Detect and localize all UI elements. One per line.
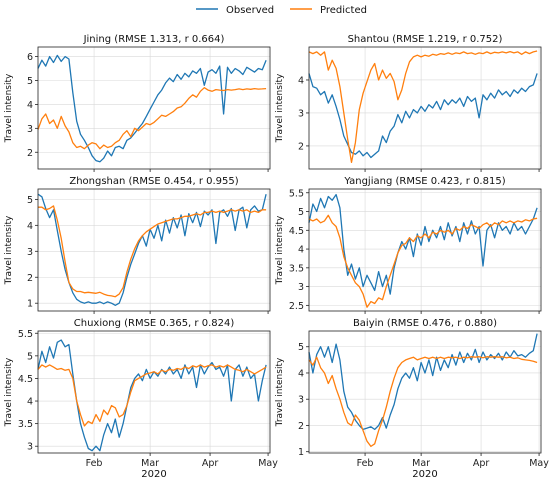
y-tick-label: 4 xyxy=(27,100,33,111)
panels: 2 3 4 5 6 Jining (RMSE 1.313, r 0.664) Travel … xyxy=(4,34,549,479)
y-tick-label: 2.5 xyxy=(289,301,304,312)
panel-title: Chuxiong (RMSE 0.365, r 0.824) xyxy=(74,318,235,329)
series-line-predicted xyxy=(308,214,538,308)
y-tick-label: 3 xyxy=(298,395,304,406)
y-tick-label: 5.5 xyxy=(18,329,33,340)
y-tick-label: 3 xyxy=(27,442,33,453)
panel-zhongshan: 1 2 3 4 5 Zhongshan (RMSE 0.454, r 0.955) Trav… xyxy=(4,176,271,314)
plot-frame xyxy=(37,188,271,312)
series-line-predicted xyxy=(38,205,267,298)
x-tick-label: Mar xyxy=(412,458,430,469)
y-tick-label: 3.5 xyxy=(289,263,304,274)
y-tick-label: 4.5 xyxy=(18,374,33,385)
plot-frame xyxy=(37,46,271,170)
panel-title: Yangjiang (RMSE 0.423, r 0.815) xyxy=(343,176,505,187)
y-tick-label: 3.5 xyxy=(18,419,33,430)
y-tick-label: 2 xyxy=(27,273,33,284)
y-tick-label: 3 xyxy=(298,108,304,119)
x-tick-label: Feb xyxy=(86,458,103,469)
series-line-observed xyxy=(308,73,538,159)
series-line-observed xyxy=(308,193,538,295)
y-tick-label: 5 xyxy=(27,76,33,87)
panel-title: Baiyin (RMSE 0.476, r 0.880) xyxy=(353,318,497,329)
plot-frame xyxy=(37,330,271,454)
y-tick-label: 2 xyxy=(298,421,304,432)
x-tick-label: May xyxy=(258,458,278,469)
series-line-observed xyxy=(37,54,267,163)
y-tick-label: 1 xyxy=(27,299,33,310)
y-tick-label: 4.5 xyxy=(289,226,304,237)
y-axis-label: Travel intensity xyxy=(4,73,14,143)
y-tick-label: 5 xyxy=(27,195,33,206)
y-axis-label: Travel intensity xyxy=(275,357,285,427)
y-tick-label: 4 xyxy=(298,75,304,86)
x-axis-label: 2020 xyxy=(412,469,437,479)
legend: Observed Predicted xyxy=(196,5,367,16)
y-tick-label: 3 xyxy=(27,247,33,258)
series-line-observed xyxy=(37,193,267,306)
y-tick-label: 1 xyxy=(298,447,304,458)
y-tick-label: 3 xyxy=(27,124,33,135)
x-tick-label: Apr xyxy=(473,458,490,469)
x-axis-label: 2020 xyxy=(141,469,166,479)
plot-frame xyxy=(308,46,542,170)
y-tick-label: 5.5 xyxy=(289,188,304,199)
y-tick-label: 4 xyxy=(298,368,304,379)
y-tick-label: 2 xyxy=(27,148,33,159)
x-tick-label: Feb xyxy=(357,458,374,469)
panel-title: Shantou (RMSE 1.219, r 0.752) xyxy=(348,34,503,45)
y-axis-label: Travel intensity xyxy=(275,215,285,285)
panel-shantou: 2 3 4 Shantou (RMSE 1.219, r 0.752) Travel i… xyxy=(275,34,542,172)
plot-frame xyxy=(308,330,542,454)
y-tick-label: 2 xyxy=(298,141,304,152)
series-line-predicted xyxy=(37,87,267,150)
series-line-predicted xyxy=(308,356,538,448)
legend-item-observed: Observed xyxy=(196,5,274,16)
legend-label: Predicted xyxy=(320,5,367,16)
legend-label: Observed xyxy=(226,5,274,16)
series-line-predicted xyxy=(37,364,267,427)
y-axis-label: Travel intensity xyxy=(275,73,285,143)
series-line-predicted xyxy=(308,50,538,164)
y-tick-label: 5 xyxy=(298,342,304,353)
series-line-observed xyxy=(37,339,267,452)
panel-title: Zhongshan (RMSE 0.454, r 0.955) xyxy=(69,176,238,187)
y-tick-label: 3 xyxy=(298,282,304,293)
x-tick-label: Mar xyxy=(141,458,159,469)
y-tick-label: 6 xyxy=(27,52,33,63)
panel-baiyin: 1 2 3 4 5 Feb Mar Apr May Baiyin (RMSE 0.476, r 0… xyxy=(275,318,549,479)
panel-yangjiang: 2.5 3 3.5 4 4.5 5 5.5 Yangjiang (RMSE 0.423, r … xyxy=(275,176,542,314)
panel-title: Jining (RMSE 1.313, r 0.664) xyxy=(83,34,225,45)
y-axis-label: Travel intensity xyxy=(4,215,14,285)
x-tick-label: Apr xyxy=(202,458,219,469)
x-tick-label: May xyxy=(529,458,549,469)
series-line-observed xyxy=(308,333,538,431)
y-tick-label: 4 xyxy=(27,397,33,408)
y-tick-label: 5 xyxy=(27,351,33,362)
y-axis-label: Travel intensity xyxy=(4,357,14,427)
y-tick-label: 4 xyxy=(27,221,33,232)
y-tick-label: 5 xyxy=(298,207,304,218)
y-tick-label: 4 xyxy=(298,245,304,256)
panel-chuxiong: 3 3.5 4 4.5 5 5.5 Feb Mar Apr May Chuxiong (RMSE 0… xyxy=(4,318,278,479)
panel-jining: 2 3 4 5 6 Jining (RMSE 1.313, r 0.664) Travel … xyxy=(4,34,271,172)
plot-frame xyxy=(308,188,542,312)
legend-item-predicted: Predicted xyxy=(290,5,367,16)
